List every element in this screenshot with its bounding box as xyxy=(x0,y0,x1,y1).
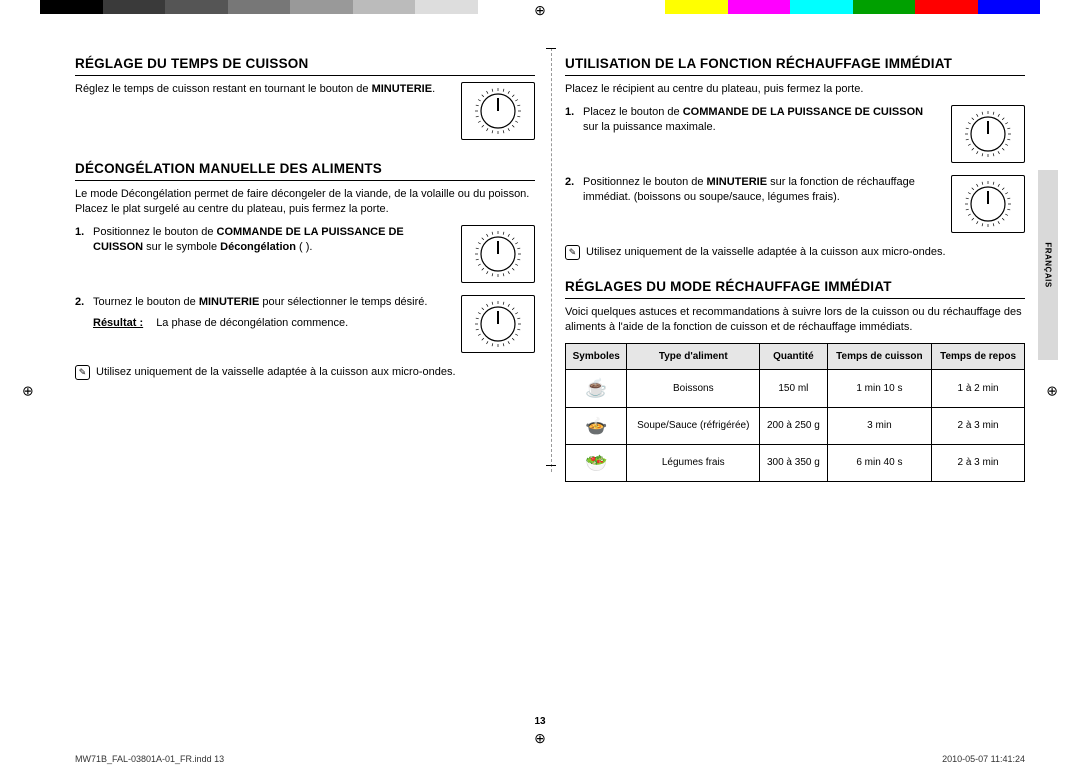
result-text: La phase de décongélation commence. xyxy=(156,317,348,329)
body-text: Le mode Décongélation permet de faire dé… xyxy=(75,187,535,202)
note-text: Utilisez uniquement de la vaisselle adap… xyxy=(586,245,946,260)
page-number: 13 xyxy=(0,716,1080,727)
reheat-table: SymbolesType d'alimentQuantitéTemps de c… xyxy=(565,343,1025,482)
step-item: Positionnez le bouton de MINUTERIE sur l… xyxy=(565,175,1025,235)
table-row: ☕Boissons150 ml1 min 10 s1 à 2 min xyxy=(566,370,1025,407)
table-row: 🍲Soupe/Sauce (réfrigérée)200 à 250 g3 mi… xyxy=(566,407,1025,444)
step-list: Positionnez le bouton de COMMANDE DE LA … xyxy=(75,225,535,355)
table-cell: 6 min 40 s xyxy=(827,445,931,482)
timer-dial-figure xyxy=(461,82,535,140)
table-cell: 2 à 3 min xyxy=(932,445,1025,482)
note-text: Utilisez uniquement de la vaisselle adap… xyxy=(96,365,456,380)
step-item: Placez le bouton de COMMANDE DE LA PUISS… xyxy=(565,105,1025,165)
section-instant-reheat: UTILISATION DE LA FONCTION RÉCHAUFFAGE I… xyxy=(565,55,1025,260)
table-cell: ☕ xyxy=(566,370,627,407)
note-icon: ✎ xyxy=(75,365,90,380)
section-title: RÉGLAGES DU MODE RÉCHAUFFAGE IMMÉDIAT xyxy=(565,278,1025,299)
registration-mark-left: ⊕ xyxy=(22,383,34,400)
table-header: Temps de cuisson xyxy=(827,343,931,370)
cut-tick xyxy=(546,48,556,49)
step-list: Placez le bouton de COMMANDE DE LA PUISS… xyxy=(565,105,1025,235)
body-text: Placez le récipient au centre du plateau… xyxy=(565,82,1025,97)
table-header: Type d'aliment xyxy=(627,343,760,370)
section-title: DÉCONGÉLATION MANUELLE DES ALIMENTS xyxy=(75,160,535,181)
step-item: Positionnez le bouton de COMMANDE DE LA … xyxy=(75,225,535,285)
print-footer: MW71B_FAL-03801A-01_FR.indd 13 2010-05-0… xyxy=(75,754,1025,764)
power-dial-figure xyxy=(461,225,535,283)
table-cell: 200 à 250 g xyxy=(760,407,828,444)
table-cell: Soupe/Sauce (réfrigérée) xyxy=(627,407,760,444)
footer-filename: MW71B_FAL-03801A-01_FR.indd 13 xyxy=(75,754,224,764)
section-title: UTILISATION DE LA FONCTION RÉCHAUFFAGE I… xyxy=(565,55,1025,76)
table-header: Temps de repos xyxy=(932,343,1025,370)
table-header: Symboles xyxy=(566,343,627,370)
table-cell: 1 à 2 min xyxy=(932,370,1025,407)
body-text: Réglez le temps de cuisson restant en to… xyxy=(75,82,451,97)
table-cell: Légumes frais xyxy=(627,445,760,482)
note: ✎ Utilisez uniquement de la vaisselle ad… xyxy=(565,245,1025,260)
registration-mark-bottom: ⊕ xyxy=(534,730,546,747)
result-label: Résultat : xyxy=(93,317,143,329)
note-icon: ✎ xyxy=(565,245,580,260)
section-cooking-time: RÉGLAGE DU TEMPS DE CUISSON Réglez le te… xyxy=(75,55,535,142)
table-cell: 150 ml xyxy=(760,370,828,407)
section-title: RÉGLAGE DU TEMPS DE CUISSON xyxy=(75,55,535,76)
language-tab: FRANÇAIS xyxy=(1038,170,1058,360)
power-dial-figure xyxy=(951,105,1025,163)
timer-dial-figure xyxy=(951,175,1025,233)
table-cell: 3 min xyxy=(827,407,931,444)
table-row: 🥗Légumes frais300 à 350 g6 min 40 s2 à 3… xyxy=(566,445,1025,482)
table-cell: 300 à 350 g xyxy=(760,445,828,482)
table-cell: 2 à 3 min xyxy=(932,407,1025,444)
body-text: Voici quelques astuces et recommandation… xyxy=(565,305,1025,335)
page-content: RÉGLAGE DU TEMPS DE CUISSON Réglez le te… xyxy=(75,55,1025,712)
step-item: Tournez le bouton de MINUTERIE pour séle… xyxy=(75,295,535,355)
language-tab-label: FRANÇAIS xyxy=(1044,242,1053,287)
table-cell: 1 min 10 s xyxy=(827,370,931,407)
timer-dial-figure xyxy=(461,295,535,353)
body-text: Placez le plat surgelé au centre du plat… xyxy=(75,202,535,217)
registration-mark-top: ⊕ xyxy=(534,2,546,19)
section-defrost: DÉCONGÉLATION MANUELLE DES ALIMENTS Le m… xyxy=(75,160,535,380)
right-column: UTILISATION DE LA FONCTION RÉCHAUFFAGE I… xyxy=(565,55,1025,712)
section-reheat-settings: RÉGLAGES DU MODE RÉCHAUFFAGE IMMÉDIAT Vo… xyxy=(565,278,1025,482)
registration-mark-right: ⊕ xyxy=(1046,383,1058,400)
table-header: Quantité xyxy=(760,343,828,370)
left-column: RÉGLAGE DU TEMPS DE CUISSON Réglez le te… xyxy=(75,55,535,712)
note: ✎ Utilisez uniquement de la vaisselle ad… xyxy=(75,365,535,380)
table-cell: 🥗 xyxy=(566,445,627,482)
table-cell: Boissons xyxy=(627,370,760,407)
table-cell: 🍲 xyxy=(566,407,627,444)
footer-timestamp: 2010-05-07 11:41:24 xyxy=(942,754,1025,764)
